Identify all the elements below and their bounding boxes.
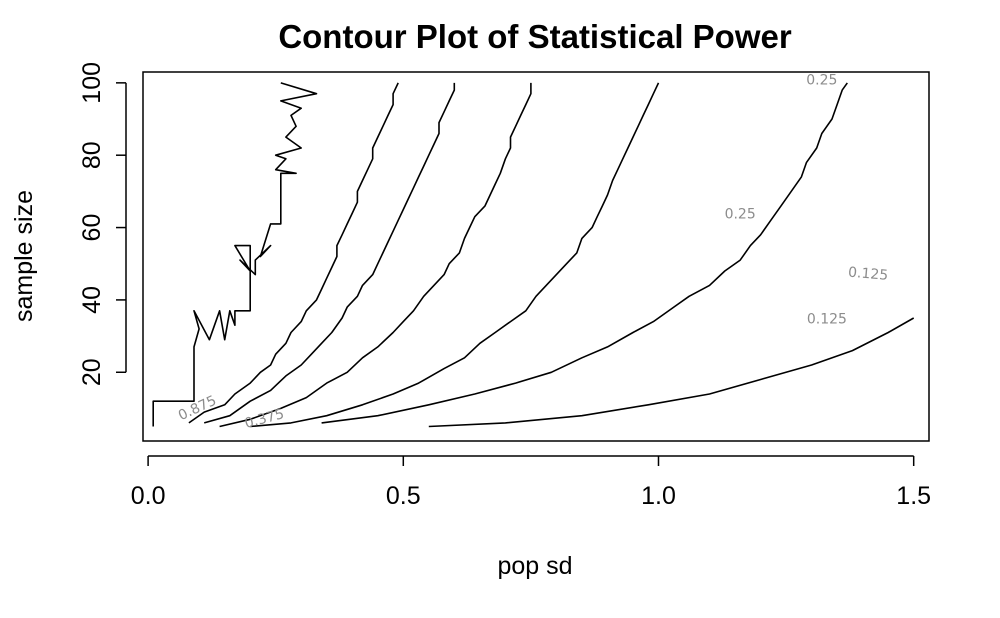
contour-line-0-375 <box>250 82 660 428</box>
contour-line-0-25 <box>321 82 848 424</box>
y-tick-label: 40 <box>78 286 106 314</box>
x-axis: 0.0 0.5 1.0 1.5 <box>131 455 931 510</box>
contour-line-0-5 <box>219 82 532 428</box>
x-tick-label: 1.0 <box>641 482 676 510</box>
contour-lines <box>152 82 915 428</box>
contour-label: 0.125 <box>807 311 847 327</box>
y-tick-label: 20 <box>78 358 106 386</box>
contour-label: 0.125 <box>847 265 888 284</box>
contour-line-0-625 <box>203 82 456 424</box>
chart-title: Contour Plot of Statistical Power <box>278 18 792 55</box>
contour-label: 0.875 <box>176 393 219 424</box>
x-tick-label: 0.0 <box>131 482 166 510</box>
x-axis-label: pop sd <box>497 552 572 580</box>
y-tick-label: 100 <box>78 62 106 104</box>
plot-frame <box>142 71 930 442</box>
contour-label: 0.25 <box>725 207 756 223</box>
contour-label: 0.375 <box>243 406 286 432</box>
contour-line-0-75 <box>188 82 399 424</box>
y-axis-label: sample size <box>10 190 38 322</box>
y-tick-label: 80 <box>78 141 106 169</box>
contour-line-0-875 <box>152 82 318 427</box>
contour-line-0-125 <box>428 317 915 428</box>
y-axis: 20 40 60 80 100 <box>78 62 127 386</box>
x-tick-label: 1.5 <box>896 482 931 510</box>
x-tick-label: 0.5 <box>386 482 421 510</box>
y-tick-label: 60 <box>78 214 106 242</box>
contour-label: 0.25 <box>806 73 837 89</box>
